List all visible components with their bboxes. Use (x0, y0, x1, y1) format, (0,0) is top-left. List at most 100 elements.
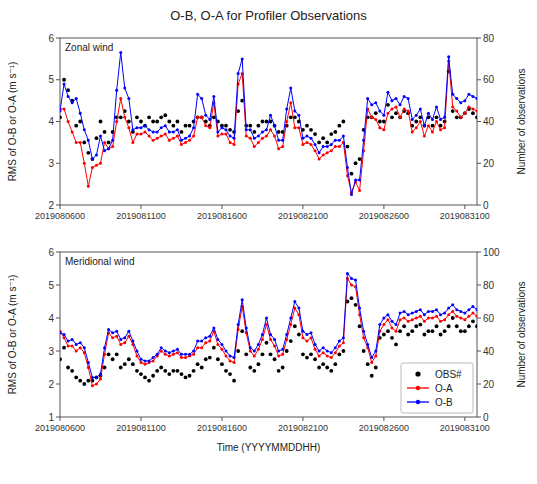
line-marker (390, 107, 393, 110)
line-marker (419, 315, 422, 318)
line-marker (471, 312, 474, 315)
obs-point (74, 124, 78, 128)
obs-point (103, 366, 107, 370)
line-marker (164, 124, 167, 127)
line-marker (91, 376, 94, 379)
line-marker (330, 143, 333, 146)
obs-point (155, 369, 159, 373)
line-marker (233, 361, 236, 364)
line-marker (386, 112, 389, 115)
obs-point (382, 333, 386, 337)
line-marker (277, 354, 280, 357)
line-marker (71, 338, 74, 341)
line-marker (261, 137, 264, 140)
x-tick-label: 2019081100 (116, 211, 165, 221)
obs-point (115, 352, 119, 356)
line-marker (261, 338, 264, 341)
obs-point (151, 374, 155, 378)
y2-tick-label: 40 (483, 116, 495, 127)
obs-point (358, 157, 362, 161)
obs-point (66, 366, 70, 370)
line-marker (208, 126, 211, 129)
line-marker (224, 354, 227, 357)
line-marker (99, 162, 102, 165)
line-marker (476, 308, 478, 311)
line-marker (435, 308, 438, 311)
obs-point (176, 369, 180, 373)
y-tick (56, 121, 60, 122)
obs-point (244, 352, 248, 356)
line-marker (476, 110, 478, 113)
line-marker (354, 279, 357, 282)
line-marker (156, 130, 159, 133)
obs-point (273, 357, 277, 361)
line-marker (265, 317, 268, 320)
obs-point (127, 357, 131, 361)
obs-point (422, 333, 426, 337)
line-marker (249, 346, 252, 349)
obs-point (86, 151, 90, 155)
obs-point (127, 120, 131, 124)
line-marker (188, 135, 191, 138)
line-marker (314, 343, 317, 346)
obs-point (427, 329, 431, 333)
line-marker (273, 124, 276, 127)
obs-point (111, 357, 115, 361)
y-tick-label: 5 (48, 74, 54, 85)
legend-marker (416, 400, 420, 404)
line-marker (435, 120, 438, 123)
line-marker (216, 130, 219, 133)
line-marker (390, 326, 393, 329)
obs-point (62, 346, 66, 350)
line-marker (273, 135, 276, 138)
obs-point (277, 369, 281, 373)
obs-point (455, 324, 459, 328)
obs-point (414, 324, 418, 328)
line-marker (403, 107, 406, 110)
obs-point (171, 124, 175, 128)
line-marker (382, 128, 385, 131)
line-marker (310, 137, 313, 140)
line-marker (277, 147, 280, 150)
line-marker (281, 348, 284, 351)
legend-marker (416, 386, 420, 390)
line-marker (395, 105, 398, 108)
line-marker (350, 277, 353, 280)
line-marker (439, 320, 442, 323)
line-marker (305, 340, 308, 343)
line-marker (212, 95, 215, 98)
x-tick-label: 2019082600 (359, 211, 409, 221)
line-marker (334, 351, 337, 354)
obs-point (354, 303, 358, 307)
line-marker (184, 137, 187, 140)
line-marker (322, 153, 325, 156)
obs-point (394, 343, 398, 347)
obs-point (135, 369, 139, 373)
obs-point (163, 113, 167, 117)
obs-point (321, 362, 325, 366)
obs-point (163, 369, 167, 373)
line-marker (285, 107, 288, 110)
line-marker (455, 315, 458, 318)
line-marker (314, 149, 317, 152)
y2-tick (477, 38, 481, 39)
obs-point (111, 130, 115, 134)
line-marker (370, 361, 373, 364)
line-marker (467, 308, 470, 311)
line-marker (326, 354, 329, 357)
x-tick (221, 205, 222, 209)
line-marker (188, 139, 191, 142)
obs-point (431, 329, 435, 333)
line-marker (451, 93, 454, 96)
line-marker (164, 133, 167, 136)
obs-point (176, 120, 180, 124)
line-marker (131, 128, 134, 131)
line-marker (399, 312, 402, 315)
line-marker (196, 340, 199, 343)
x-tick (464, 417, 465, 421)
obs-point (398, 115, 402, 119)
y-tick (56, 252, 60, 253)
legend-marker (415, 371, 420, 376)
line-marker (423, 124, 426, 127)
line-marker (399, 318, 402, 321)
